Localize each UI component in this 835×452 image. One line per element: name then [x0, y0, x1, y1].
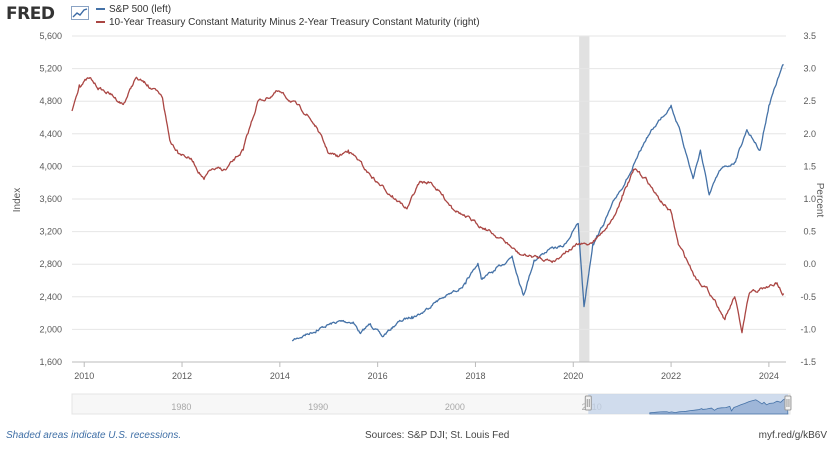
x-tick-1: 2012	[172, 371, 192, 381]
y-right-tick-7: 2.0	[803, 129, 816, 139]
y-right-tick-8: 2.5	[803, 96, 816, 106]
navigator-tick-1: 1990	[308, 402, 328, 412]
x-tick-7: 2024	[759, 371, 779, 381]
y-right-tick-3: 0.0	[803, 259, 816, 269]
y-right-tick-9: 3.0	[803, 64, 816, 74]
y-left-tick-10: 5,600	[39, 31, 62, 41]
y-left-tick-4: 3,200	[39, 227, 62, 237]
navigator-tick-2: 2000	[445, 402, 465, 412]
navigator-handle-left[interactable]	[584, 395, 592, 411]
range-navigator[interactable]: 1980199020002010	[71, 393, 792, 415]
x-tick-3: 2016	[368, 371, 388, 381]
recession-note: Shaded areas indicate U.S. recessions.	[6, 430, 182, 441]
y-right-tick-0: -1.5	[800, 357, 816, 367]
y-left-tick-9: 5,200	[39, 64, 62, 74]
legend-swatch-spread	[96, 21, 105, 24]
y-left-tick-8: 4,800	[39, 96, 62, 106]
y-left-tick-2: 2,400	[39, 292, 62, 302]
left-axis-title: Index	[12, 188, 23, 212]
y-right-tick-10: 3.5	[803, 31, 816, 41]
navigator-handle-right[interactable]	[784, 395, 792, 411]
legend-label-spread: 10-Year Treasury Constant Maturity Minus…	[109, 17, 480, 28]
fred-chart-icon	[71, 6, 89, 20]
x-tick-6: 2022	[661, 371, 681, 381]
y-left-tick-5: 3,600	[39, 194, 62, 204]
x-tick-0: 2010	[74, 371, 94, 381]
legend-item-sp500[interactable]: S&P 500 (left)	[96, 4, 171, 15]
y-left-tick-1: 2,000	[39, 324, 62, 334]
y-right-tick-5: 1.0	[803, 194, 816, 204]
legend-swatch-sp500	[96, 8, 105, 11]
legend-label-sp500: S&P 500 (left)	[109, 4, 172, 15]
x-tick-2: 2014	[270, 371, 290, 381]
sources-text: Sources: S&P DJI; St. Louis Fed	[365, 430, 510, 441]
x-tick-5: 2020	[563, 371, 583, 381]
short-url[interactable]: myf.red/g/kB6V	[758, 430, 827, 441]
right-axis-title: Percent	[814, 183, 825, 218]
series-line-sp500	[291, 63, 784, 342]
fred-logo[interactable]: FRED	[6, 4, 55, 24]
y-left-tick-7: 4,400	[39, 129, 62, 139]
y-left-tick-3: 2,800	[39, 259, 62, 269]
y-right-tick-1: -1.0	[800, 324, 816, 334]
legend-item-spread[interactable]: 10-Year Treasury Constant Maturity Minus…	[96, 17, 480, 28]
y-left-tick-6: 4,000	[39, 161, 62, 171]
y-right-tick-6: 1.5	[803, 161, 816, 171]
x-tick-4: 2018	[465, 371, 485, 381]
navigator-mini-series	[649, 396, 789, 415]
y-right-tick-2: -0.5	[800, 292, 816, 302]
series-line-spread	[71, 76, 785, 334]
navigator-tick-0: 1980	[171, 402, 191, 412]
y-right-tick-4: 0.5	[803, 227, 816, 237]
y-left-tick-0: 1,600	[39, 357, 62, 367]
